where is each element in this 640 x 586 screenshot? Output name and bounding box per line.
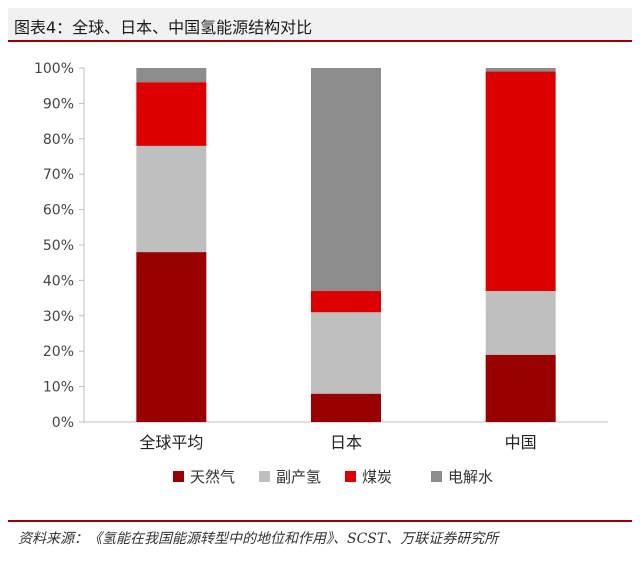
x-category-label: 中国	[505, 433, 537, 452]
bar-segment-4-1	[136, 68, 207, 83]
bar-segment-2-3	[485, 291, 556, 355]
y-tick-label: 40%	[43, 273, 74, 289]
y-tick-label: 80%	[43, 132, 74, 148]
bar-segment-1-3	[485, 354, 556, 422]
bar-segment-2-1	[136, 145, 207, 253]
bar-segment-4-3	[485, 68, 556, 72]
y-tick-label: 10%	[43, 380, 74, 396]
bar-segment-4-2	[311, 68, 381, 292]
legend-swatch	[259, 471, 270, 482]
y-tick-label: 100%	[34, 61, 74, 77]
y-tick-label: 50%	[43, 238, 74, 254]
y-tick-label: 90%	[43, 96, 74, 112]
chart-title: 图表4：全球、日本、中国氢能源结构对比	[14, 18, 313, 37]
stacked-bar-chart: 0% 10% 20% 30% 40% 50% 60% 70% 80% 90% 100% 全球平均 日本 中…	[34, 61, 608, 486]
legend-swatch	[431, 471, 442, 482]
bar-segment-2-2	[311, 312, 381, 394]
source-divider	[8, 520, 632, 522]
x-category-label: 日本	[330, 433, 362, 452]
y-tick-label: 30%	[43, 309, 74, 325]
y-tick-label: 20%	[43, 344, 74, 360]
y-tick-label: 0%	[52, 415, 74, 431]
source-note: 资料来源：《氢能在我国能源转型中的地位和作用》、SCST、万联证券研究所	[18, 531, 499, 547]
legend-swatch	[173, 471, 184, 482]
legend-label: 煤炭	[362, 468, 392, 486]
bar-segment-1-1	[136, 252, 207, 422]
legend-swatch	[345, 471, 356, 482]
bar-segment-3-3	[485, 71, 556, 292]
y-tick-label: 60%	[43, 203, 74, 219]
chart-frame: 0% 10% 20% 30% 40% 50% 60% 70% 80% 90% 100% 全球平均 日本 中…	[20, 44, 630, 512]
bar-segment-3-2	[311, 291, 381, 313]
legend-label: 天然气	[190, 468, 235, 486]
bar-segment-3-1	[136, 82, 207, 146]
title-bar: 图表4：全球、日本、中国氢能源结构对比	[8, 8, 632, 42]
y-tick-label: 70%	[43, 167, 74, 183]
legend-label: 副产氢	[276, 468, 321, 486]
x-category-label: 全球平均	[139, 433, 203, 452]
bar-segment-1-2	[311, 393, 381, 422]
legend-label: 电解水	[448, 468, 493, 486]
